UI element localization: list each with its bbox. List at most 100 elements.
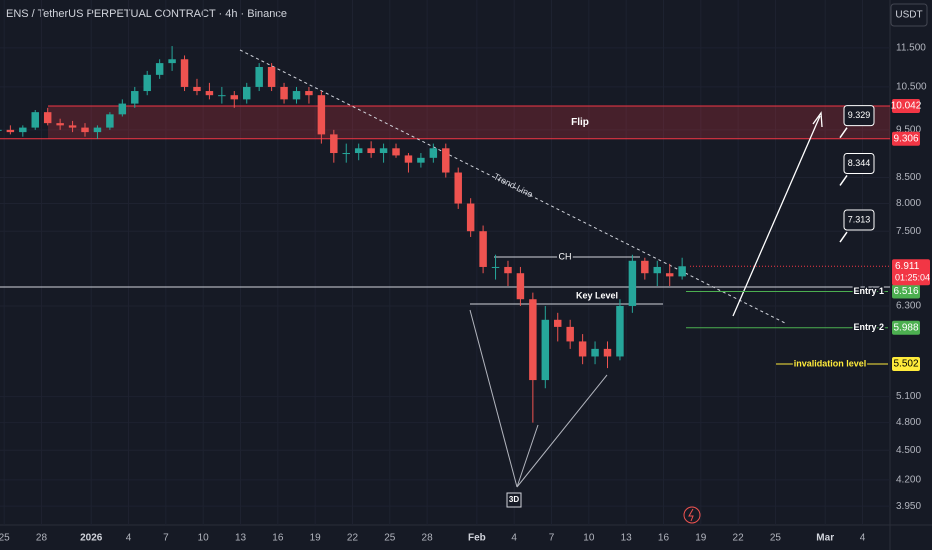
zone-label: Flip bbox=[571, 117, 589, 128]
x-tick-label: 2026 bbox=[80, 533, 103, 544]
candle-body bbox=[516, 273, 525, 300]
candle-body bbox=[193, 86, 201, 92]
y-tick-label: 6.300 bbox=[896, 301, 921, 312]
candle-body bbox=[143, 74, 151, 92]
candle-body bbox=[118, 103, 127, 115]
candle-body bbox=[267, 66, 276, 87]
y-tick-label: 8.000 bbox=[896, 198, 921, 209]
pattern-box bbox=[506, 492, 522, 508]
chart-title: ENS / TetherUS PERPETUAL CONTRACT · 4h ·… bbox=[6, 8, 287, 20]
candle-body bbox=[218, 95, 226, 97]
target-pointer bbox=[839, 175, 848, 186]
x-tick-label: 16 bbox=[272, 533, 284, 544]
y-tick-label: 4.500 bbox=[896, 445, 921, 456]
candle-body bbox=[68, 125, 77, 128]
x-tick-label: 25 bbox=[770, 533, 782, 544]
candle-body bbox=[280, 86, 288, 100]
choch-label: CH bbox=[559, 251, 572, 261]
target-box bbox=[843, 105, 875, 127]
candle-body bbox=[578, 341, 587, 357]
x-tick-label: 7 bbox=[549, 533, 555, 544]
candle-body bbox=[342, 153, 350, 155]
x-tick-label: 22 bbox=[347, 533, 359, 544]
x-tick-label: Mar bbox=[816, 533, 834, 544]
candle-body bbox=[31, 112, 39, 128]
target-pointer bbox=[839, 127, 848, 139]
level-label: Entry 2 bbox=[853, 322, 884, 332]
candle-body bbox=[616, 305, 624, 357]
x-tick-label: 16 bbox=[658, 533, 670, 544]
x-tick-label: 28 bbox=[422, 533, 434, 544]
candle-body bbox=[81, 127, 89, 133]
y-tick-label: 10.500 bbox=[896, 82, 927, 93]
pattern-line bbox=[516, 424, 539, 488]
level-label: invalidation level bbox=[794, 358, 867, 368]
price-tag-label: 10.042 bbox=[891, 101, 922, 112]
level-label: Entry 1 bbox=[853, 286, 884, 296]
candle-body bbox=[230, 95, 239, 100]
price-tag bbox=[892, 357, 920, 372]
candle-body bbox=[641, 260, 649, 274]
x-tick-label: 4 bbox=[126, 533, 132, 544]
target-pointer bbox=[839, 231, 848, 243]
candle-body bbox=[442, 148, 450, 173]
x-tick-label: 10 bbox=[198, 533, 210, 544]
candle-body bbox=[255, 66, 263, 87]
currency[interactable]: USDT bbox=[895, 10, 922, 21]
pattern-line bbox=[469, 309, 518, 488]
target-label: 8.344 bbox=[848, 158, 871, 168]
candle-body bbox=[131, 91, 139, 104]
price-tag bbox=[892, 131, 920, 146]
candle-body bbox=[653, 266, 661, 274]
candle-body bbox=[404, 155, 413, 163]
candle-body bbox=[367, 148, 375, 154]
price-tag bbox=[892, 320, 920, 335]
x-tick-label: 25 bbox=[384, 533, 396, 544]
candle-body bbox=[678, 266, 686, 277]
candle-body bbox=[93, 127, 102, 133]
candle-body bbox=[566, 326, 574, 342]
candle-body bbox=[305, 91, 313, 96]
price-tag-label: 5.502 bbox=[893, 359, 918, 370]
candle-body bbox=[330, 134, 338, 154]
y-tick-label: 7.500 bbox=[896, 226, 921, 237]
candle-body bbox=[19, 127, 27, 133]
y-tick-label: 8.500 bbox=[896, 172, 921, 183]
candle-body bbox=[354, 148, 363, 154]
last-price-tag bbox=[892, 259, 930, 286]
candle-body bbox=[6, 129, 15, 133]
candle-body bbox=[529, 299, 537, 381]
y-tick-label: 4.200 bbox=[896, 474, 921, 485]
candle-body bbox=[541, 319, 550, 381]
price-tag bbox=[892, 99, 920, 114]
x-tick-label: 7 bbox=[163, 533, 169, 544]
replay-icon bbox=[683, 506, 701, 524]
candle-body bbox=[466, 203, 475, 232]
y-tick-label: 4.800 bbox=[896, 417, 921, 428]
candle-body bbox=[491, 266, 500, 268]
candle-body bbox=[429, 148, 438, 158]
x-tick-label: 13 bbox=[235, 533, 247, 544]
x-tick-label: 28 bbox=[36, 533, 48, 544]
target-box bbox=[843, 152, 875, 174]
candle-body bbox=[454, 172, 462, 204]
key-level-label: Key Level bbox=[576, 290, 618, 300]
candle-body bbox=[0, 129, 2, 131]
candle-body bbox=[43, 112, 52, 124]
currency-box[interactable] bbox=[890, 3, 928, 27]
candle-body bbox=[417, 157, 425, 163]
candle-body bbox=[379, 148, 388, 154]
candle-body bbox=[155, 63, 164, 75]
candle-body bbox=[243, 86, 251, 100]
arrow bbox=[732, 115, 821, 317]
x-tick-label: 19 bbox=[310, 533, 322, 544]
x-tick-label: 4 bbox=[860, 533, 866, 544]
x-tick-label: 10 bbox=[583, 533, 595, 544]
candle-body bbox=[106, 114, 114, 128]
candle-body bbox=[168, 59, 176, 64]
candle-body bbox=[504, 266, 512, 274]
y-tick-label: 11.500 bbox=[896, 43, 926, 54]
y-tick-label: 3.950 bbox=[896, 501, 921, 512]
